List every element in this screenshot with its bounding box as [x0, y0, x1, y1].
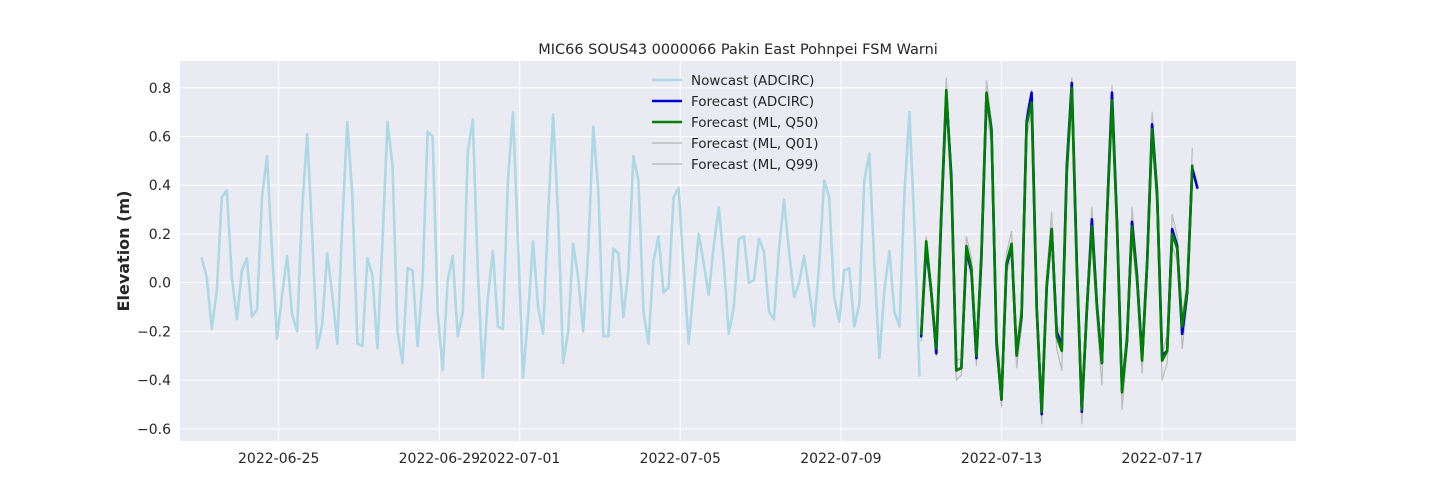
x-tick-label: 2022-07-05	[640, 451, 721, 467]
x-tick-label: 2022-07-13	[961, 451, 1042, 467]
y-tick-label: −0.2	[137, 324, 171, 340]
y-tick-label: 0.4	[149, 178, 171, 194]
legend: Nowcast (ADCIRC) Forecast (ADCIRC) Forecas…	[652, 73, 819, 173]
series-line-0	[200, 110, 921, 379]
legend-label: Forecast (ML, Q01)	[691, 136, 819, 152]
x-tick-label: 2022-07-09	[800, 451, 881, 467]
y-tick-labels: −0.6 −0.4 −0.2 0.0 0.2 0.4 0.6 0.8	[137, 81, 171, 438]
legend-label: Forecast (ADCIRC)	[691, 94, 814, 110]
series-line-2	[919, 86, 1194, 414]
legend-label: Forecast (ML, Q50)	[691, 115, 819, 131]
y-axis-title: Elevation (m)	[114, 191, 133, 312]
legend-label: Nowcast (ADCIRC)	[691, 73, 814, 89]
grid	[180, 61, 1296, 441]
x-tick-label: 2022-06-29	[399, 451, 480, 467]
y-tick-label: 0.8	[149, 81, 171, 97]
y-tick-label: 0.2	[149, 227, 171, 243]
legend-label: Forecast (ML, Q99)	[691, 157, 819, 173]
y-tick-label: −0.4	[137, 373, 171, 389]
x-tick-label: 2022-07-17	[1121, 451, 1202, 467]
y-tick-label: 0.0	[149, 276, 171, 292]
y-tick-label: −0.6	[137, 422, 171, 438]
y-tick-label: 0.6	[149, 130, 171, 146]
chart-title: MIC66 SOUS43 0000066 Pakin East Pohnpei …	[538, 42, 938, 58]
x-tick-label: 2022-07-01	[479, 451, 560, 467]
series-layer	[200, 77, 1199, 425]
x-tick-label: 2022-06-25	[238, 451, 319, 467]
